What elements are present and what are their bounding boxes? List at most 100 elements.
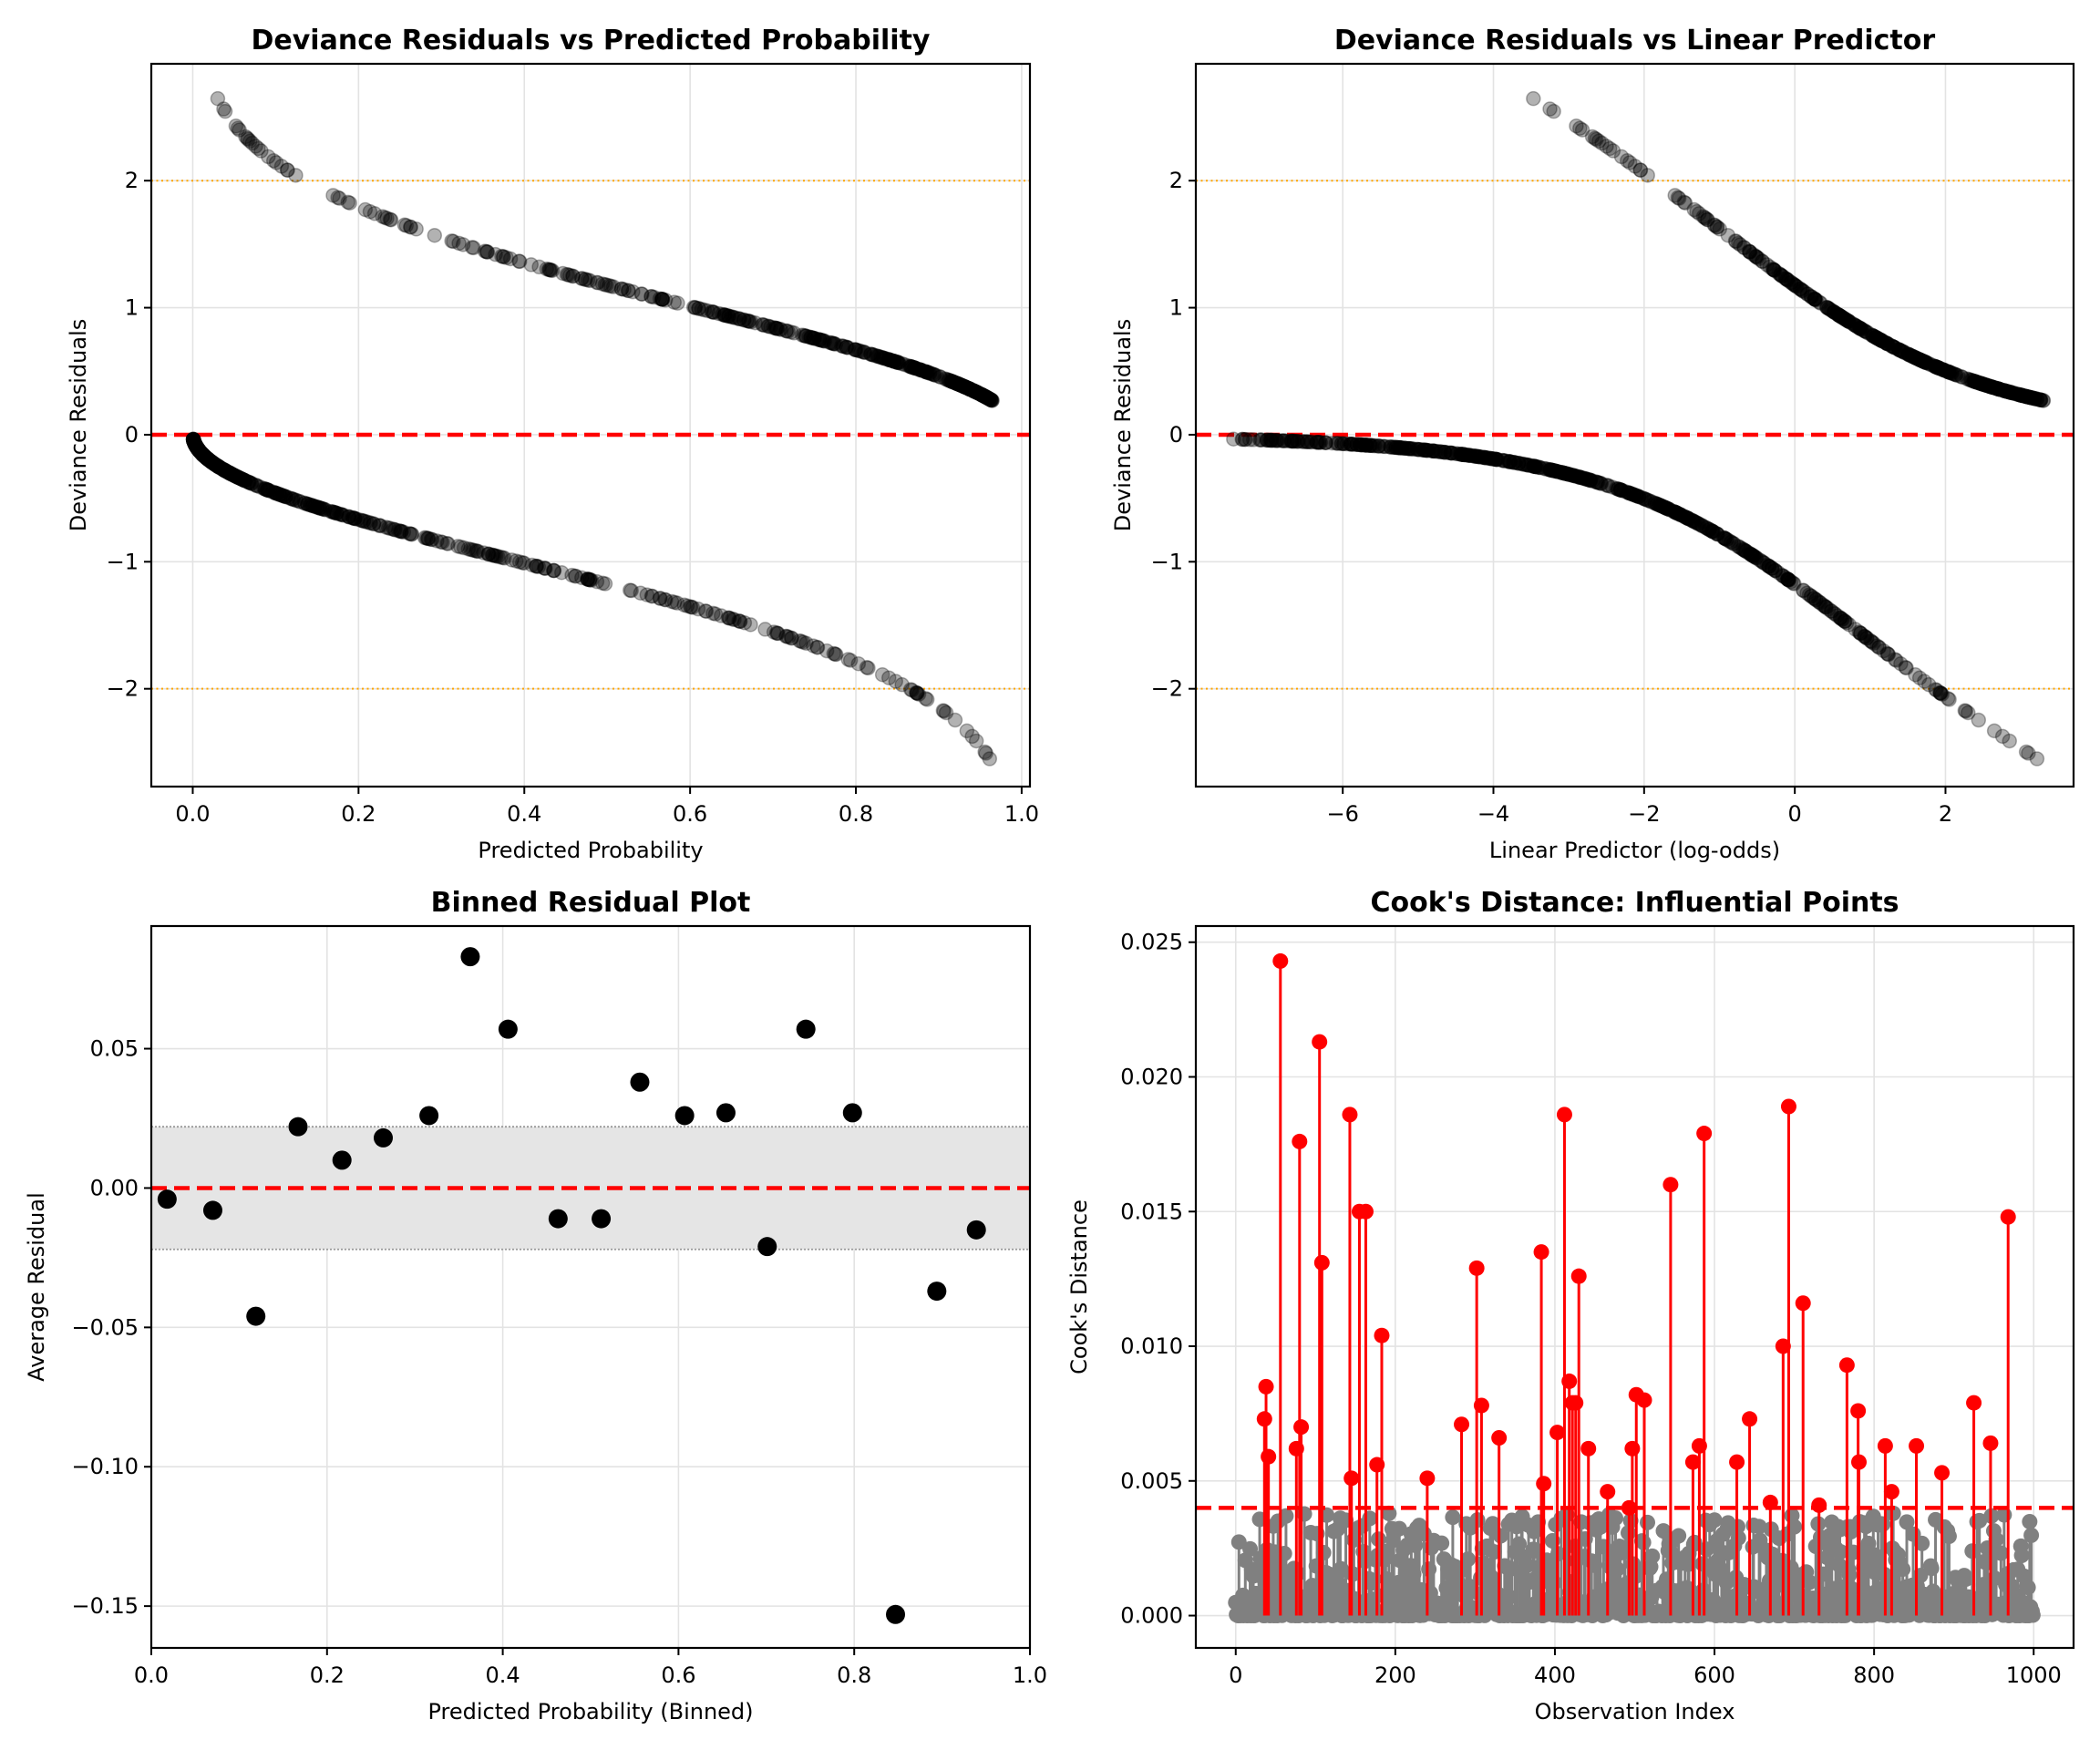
data-point-negative xyxy=(1392,440,1408,456)
data-point-negative xyxy=(188,438,203,453)
data-point-positive xyxy=(741,314,757,329)
data-point-negative xyxy=(201,451,216,468)
data-point-positive xyxy=(823,335,839,351)
data-point-negative xyxy=(697,603,714,619)
data-point-negative xyxy=(211,458,226,475)
data-point-negative xyxy=(188,437,203,453)
data-point-negative xyxy=(919,692,935,707)
data-point-negative xyxy=(1590,474,1605,490)
data-point-positive xyxy=(562,267,578,283)
data-point-positive xyxy=(1929,359,1945,376)
data-point-negative xyxy=(359,514,376,530)
data-point-negative xyxy=(189,438,204,455)
data-point-negative xyxy=(187,437,203,452)
data-point-positive xyxy=(1893,343,1910,359)
data-point-positive xyxy=(1917,354,1933,370)
data-point-negative xyxy=(211,458,226,474)
data-point-positive xyxy=(577,272,593,287)
data-point-positive xyxy=(919,365,935,380)
data-point-negative xyxy=(1556,465,1571,481)
data-point-negative xyxy=(187,436,202,452)
data-point-positive xyxy=(1976,376,1992,393)
data-point-negative xyxy=(1300,434,1316,449)
data-point-negative xyxy=(1542,462,1559,478)
data-point-negative xyxy=(1525,458,1541,474)
data-point-positive xyxy=(1996,383,2012,398)
data-point-positive xyxy=(801,329,817,345)
stem-marker-influential xyxy=(1374,1327,1390,1343)
data-point-negative xyxy=(267,485,283,500)
data-point-positive xyxy=(802,329,818,345)
data-point-negative xyxy=(186,432,201,448)
data-point-negative xyxy=(1549,463,1565,479)
data-point-negative xyxy=(1716,530,1732,546)
data-point-negative xyxy=(186,434,201,449)
data-point-negative xyxy=(1238,431,1253,448)
data-point-negative xyxy=(580,571,595,587)
data-point-positive xyxy=(377,210,393,225)
data-point-negative xyxy=(186,432,201,448)
data-point-positive xyxy=(2023,389,2039,406)
data-point-positive xyxy=(1978,377,1994,393)
data-point-positive xyxy=(654,292,670,307)
binned-point xyxy=(157,1189,177,1210)
data-point-negative xyxy=(1593,476,1609,491)
data-point-negative xyxy=(299,496,315,512)
data-point-positive xyxy=(1915,353,1930,369)
data-point-negative xyxy=(1871,640,1887,655)
data-point-negative xyxy=(1339,436,1355,452)
data-point-negative xyxy=(1302,434,1319,450)
data-point-negative xyxy=(1621,485,1637,501)
axes-frame xyxy=(1194,62,2075,788)
data-point-negative xyxy=(1500,453,1516,469)
data-point-positive xyxy=(1786,277,1803,293)
data-point-positive xyxy=(1941,365,1957,380)
data-point-positive xyxy=(479,243,494,260)
data-point-positive xyxy=(901,358,916,374)
data-point-negative xyxy=(1486,451,1501,467)
data-point-negative xyxy=(1649,496,1665,512)
data-point-positive xyxy=(1911,352,1928,367)
data-point-negative xyxy=(1560,466,1575,482)
data-point-negative xyxy=(1502,454,1518,469)
data-point-negative xyxy=(1621,485,1638,501)
data-point-positive xyxy=(1969,374,1984,390)
data-point-negative xyxy=(553,564,570,581)
data-point-positive xyxy=(982,391,998,407)
data-point-negative xyxy=(1518,457,1535,473)
data-point-negative xyxy=(394,523,409,540)
data-point-negative xyxy=(2002,733,2017,749)
data-point-positive xyxy=(1915,354,1931,369)
data-point-positive xyxy=(1837,311,1853,327)
data-point-negative xyxy=(1753,553,1769,569)
data-point-negative xyxy=(208,458,224,473)
data-point-negative xyxy=(1549,463,1565,479)
data-point-negative xyxy=(1817,598,1832,613)
data-point-positive xyxy=(1841,314,1858,330)
data-point-negative xyxy=(252,479,268,495)
data-point-negative xyxy=(1449,446,1466,462)
data-point-negative xyxy=(1354,437,1370,453)
data-point-negative xyxy=(190,440,206,457)
data-point-negative xyxy=(186,433,201,448)
data-point-negative xyxy=(1689,515,1704,530)
data-point-positive xyxy=(967,384,983,399)
data-point-negative xyxy=(404,526,419,542)
data-point-negative xyxy=(490,549,506,564)
data-point-negative xyxy=(783,630,799,646)
data-point-positive xyxy=(1904,348,1920,365)
data-point-positive xyxy=(945,374,962,390)
data-point-positive xyxy=(396,217,413,232)
data-point-negative xyxy=(770,625,786,642)
data-point-negative xyxy=(1390,439,1405,456)
data-point-negative xyxy=(1717,530,1734,547)
data-point-negative xyxy=(1560,466,1576,482)
data-point-positive xyxy=(1938,363,1954,379)
data-point-positive xyxy=(725,309,740,325)
data-point-negative xyxy=(186,433,201,449)
data-point-negative xyxy=(1724,534,1739,551)
data-point-negative xyxy=(1761,558,1776,574)
data-point-negative xyxy=(1556,465,1571,481)
data-point-positive xyxy=(1972,376,1989,391)
stem-marker xyxy=(1971,1512,1988,1529)
